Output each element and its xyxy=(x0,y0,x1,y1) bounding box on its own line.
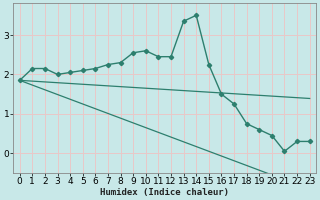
X-axis label: Humidex (Indice chaleur): Humidex (Indice chaleur) xyxy=(100,188,229,197)
